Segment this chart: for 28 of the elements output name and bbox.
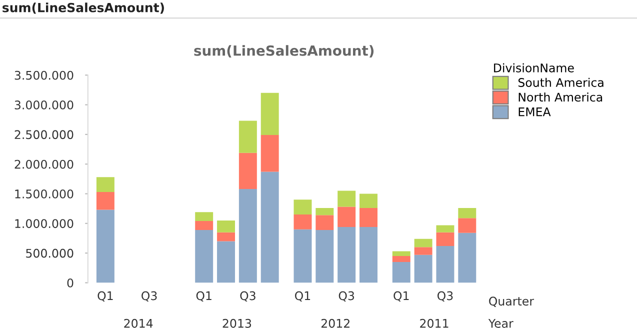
chart-title: sum(LineSalesAmount) bbox=[194, 45, 374, 58]
text: sum(LineSalesAmount) bbox=[2, 2, 164, 14]
x-tick-label: Q3 bbox=[240, 291, 256, 302]
y-tick-label: 500.000 bbox=[26, 248, 74, 258]
x-tick-label: Q3 bbox=[142, 291, 157, 302]
y-tick-label: 3.500.000 bbox=[14, 70, 74, 80]
x-tick-label: Q3 bbox=[437, 291, 453, 302]
y-tick-label: 2.500.000 bbox=[14, 130, 74, 140]
text: 2013 bbox=[222, 318, 252, 328]
y-tick-label: 3.000.000 bbox=[14, 100, 74, 110]
legend-title: DivisionName bbox=[494, 63, 574, 72]
legend-label: South America bbox=[518, 78, 604, 87]
y-tick-label: 1.500.000 bbox=[15, 189, 74, 198]
x-tick-label: Q1 bbox=[196, 291, 212, 302]
text: Year bbox=[488, 319, 514, 328]
legend-label: North America bbox=[518, 92, 602, 102]
text: 2012 bbox=[321, 318, 350, 328]
x-tick-label: Q1 bbox=[98, 291, 113, 302]
x-axis-title: Quarter bbox=[489, 296, 534, 307]
text: 2011 bbox=[420, 318, 448, 328]
y-tick-label: 2.000.000 bbox=[14, 160, 74, 169]
x-tick-label: Q3 bbox=[338, 291, 354, 302]
legend-label: EMEA bbox=[518, 107, 551, 116]
y-tick-label: 0 bbox=[67, 278, 74, 288]
x-tick-label: Q1 bbox=[394, 291, 409, 302]
text: 2014 bbox=[124, 318, 153, 328]
y-tick-label: 1.000.000 bbox=[15, 219, 74, 228]
x-tick-label: Q1 bbox=[294, 291, 310, 302]
